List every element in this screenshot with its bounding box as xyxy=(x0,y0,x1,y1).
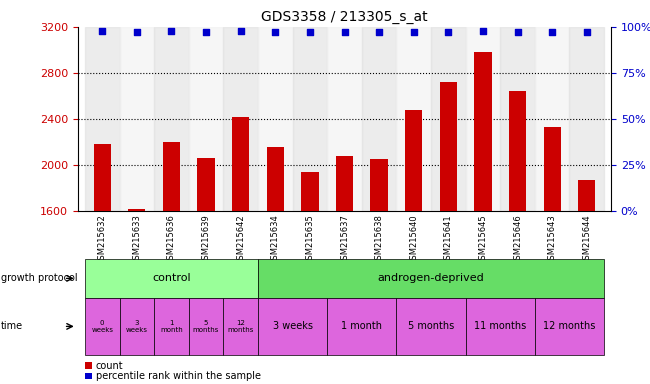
Point xyxy=(270,29,281,35)
Bar xyxy=(258,27,292,211)
Bar xyxy=(266,147,284,211)
Text: 1
month: 1 month xyxy=(160,320,183,333)
Bar xyxy=(224,298,258,355)
Bar xyxy=(535,298,604,355)
Bar xyxy=(224,27,258,211)
Bar xyxy=(94,144,111,211)
Text: 1 month: 1 month xyxy=(341,321,382,331)
Bar xyxy=(188,27,224,211)
Text: control: control xyxy=(152,273,190,283)
Text: count: count xyxy=(96,361,124,371)
Bar xyxy=(84,362,92,369)
Bar xyxy=(578,180,595,211)
Text: 0
weeks: 0 weeks xyxy=(91,320,113,333)
Text: growth protocol: growth protocol xyxy=(1,273,77,283)
Bar xyxy=(509,91,527,211)
Point xyxy=(166,28,177,34)
Bar xyxy=(327,27,362,211)
Point xyxy=(201,29,211,35)
Point xyxy=(374,29,384,35)
Text: 5 months: 5 months xyxy=(408,321,454,331)
Point xyxy=(582,29,592,35)
Bar xyxy=(301,172,318,211)
Bar xyxy=(85,27,120,211)
Bar xyxy=(128,209,146,211)
Bar xyxy=(188,298,224,355)
Point xyxy=(132,29,142,35)
Bar xyxy=(198,158,214,211)
Point xyxy=(443,29,454,35)
Point xyxy=(339,29,350,35)
Bar xyxy=(439,82,457,211)
Bar xyxy=(465,27,500,211)
Bar xyxy=(500,27,535,211)
Bar xyxy=(370,159,388,211)
Point xyxy=(235,28,246,34)
Text: time: time xyxy=(1,321,23,331)
Bar xyxy=(120,27,154,211)
Text: 5
months: 5 months xyxy=(193,320,219,333)
Bar xyxy=(84,373,92,379)
Text: 3 weeks: 3 weeks xyxy=(272,321,313,331)
Bar xyxy=(543,127,561,211)
Text: percentile rank within the sample: percentile rank within the sample xyxy=(96,371,261,381)
Point xyxy=(478,28,488,34)
Bar xyxy=(396,27,431,211)
Text: androgen-deprived: androgen-deprived xyxy=(378,273,484,283)
Point xyxy=(97,28,107,34)
Bar xyxy=(396,298,465,355)
Text: 3
weeks: 3 weeks xyxy=(126,320,148,333)
Bar xyxy=(162,142,180,211)
Text: 11 months: 11 months xyxy=(474,321,526,331)
Bar xyxy=(431,27,465,211)
Bar xyxy=(535,27,569,211)
Point xyxy=(408,29,419,35)
Bar xyxy=(232,117,250,211)
Bar xyxy=(154,298,188,355)
Bar xyxy=(120,298,154,355)
Bar xyxy=(362,27,396,211)
Point xyxy=(512,29,523,35)
Bar xyxy=(465,298,535,355)
Point xyxy=(305,29,315,35)
Point xyxy=(547,29,557,35)
Bar xyxy=(258,259,604,298)
Title: GDS3358 / 213305_s_at: GDS3358 / 213305_s_at xyxy=(261,10,428,25)
Bar xyxy=(292,27,327,211)
Bar xyxy=(336,156,353,211)
Bar xyxy=(569,27,604,211)
Bar xyxy=(85,298,120,355)
Bar xyxy=(327,298,396,355)
Bar xyxy=(474,52,491,211)
Bar xyxy=(154,27,188,211)
Bar xyxy=(258,298,327,355)
Bar xyxy=(85,259,258,298)
Text: 12
months: 12 months xyxy=(227,320,254,333)
Bar xyxy=(405,110,422,211)
Text: 12 months: 12 months xyxy=(543,321,595,331)
